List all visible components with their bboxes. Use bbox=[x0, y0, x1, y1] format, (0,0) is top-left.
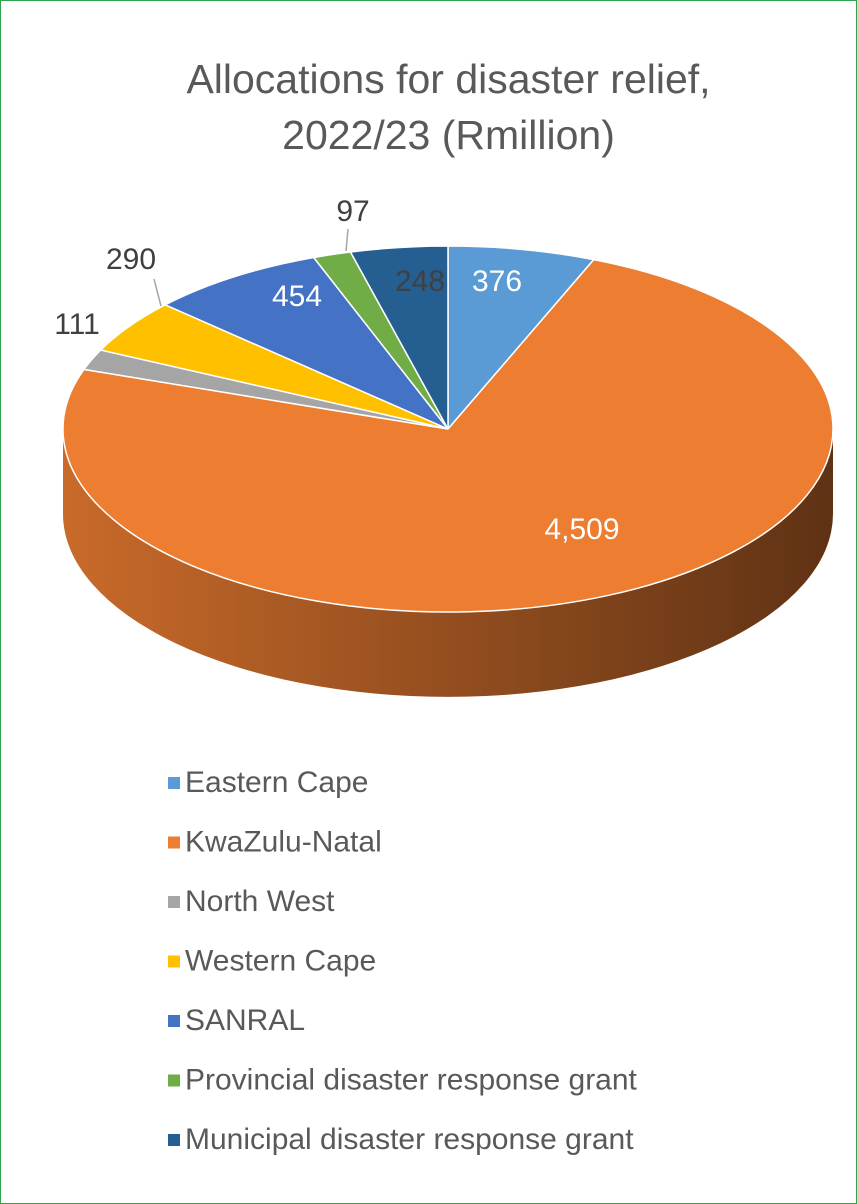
legend-swatch bbox=[168, 836, 180, 849]
chart-title: Allocations for disaster relief, 2022/23… bbox=[186, 56, 711, 158]
data-label: 111 bbox=[54, 308, 100, 341]
leader-line bbox=[153, 278, 162, 307]
data-label: 248 bbox=[395, 265, 445, 298]
legend-swatch bbox=[168, 1134, 180, 1146]
legend-swatch bbox=[168, 955, 180, 968]
data-label: 290 bbox=[106, 243, 156, 276]
slice-side bbox=[63, 429, 833, 697]
slice bbox=[349, 245, 449, 430]
data-label: 97 bbox=[336, 195, 369, 228]
legend-label: KwaZulu-Natal bbox=[185, 825, 382, 858]
legend-label: Provincial disaster response grant bbox=[185, 1063, 638, 1096]
legend-swatch bbox=[168, 1074, 180, 1087]
legend-swatch bbox=[168, 1015, 180, 1027]
slice bbox=[163, 256, 449, 430]
legend-label: SANRAL bbox=[185, 1004, 305, 1037]
data-label: 454 bbox=[272, 280, 322, 313]
legend-swatch bbox=[168, 777, 180, 789]
legend-label: North West bbox=[185, 885, 335, 918]
legend-label: Municipal disaster response grant bbox=[185, 1123, 634, 1156]
data-label: 4,509 bbox=[544, 513, 619, 546]
legend-swatch bbox=[168, 896, 180, 908]
legend-label: Western Cape bbox=[185, 944, 376, 977]
leader-line bbox=[345, 228, 349, 252]
slice bbox=[447, 245, 596, 432]
data-label: 376 bbox=[472, 265, 522, 298]
slice bbox=[62, 258, 834, 613]
legend-label: Eastern Cape bbox=[185, 766, 368, 799]
